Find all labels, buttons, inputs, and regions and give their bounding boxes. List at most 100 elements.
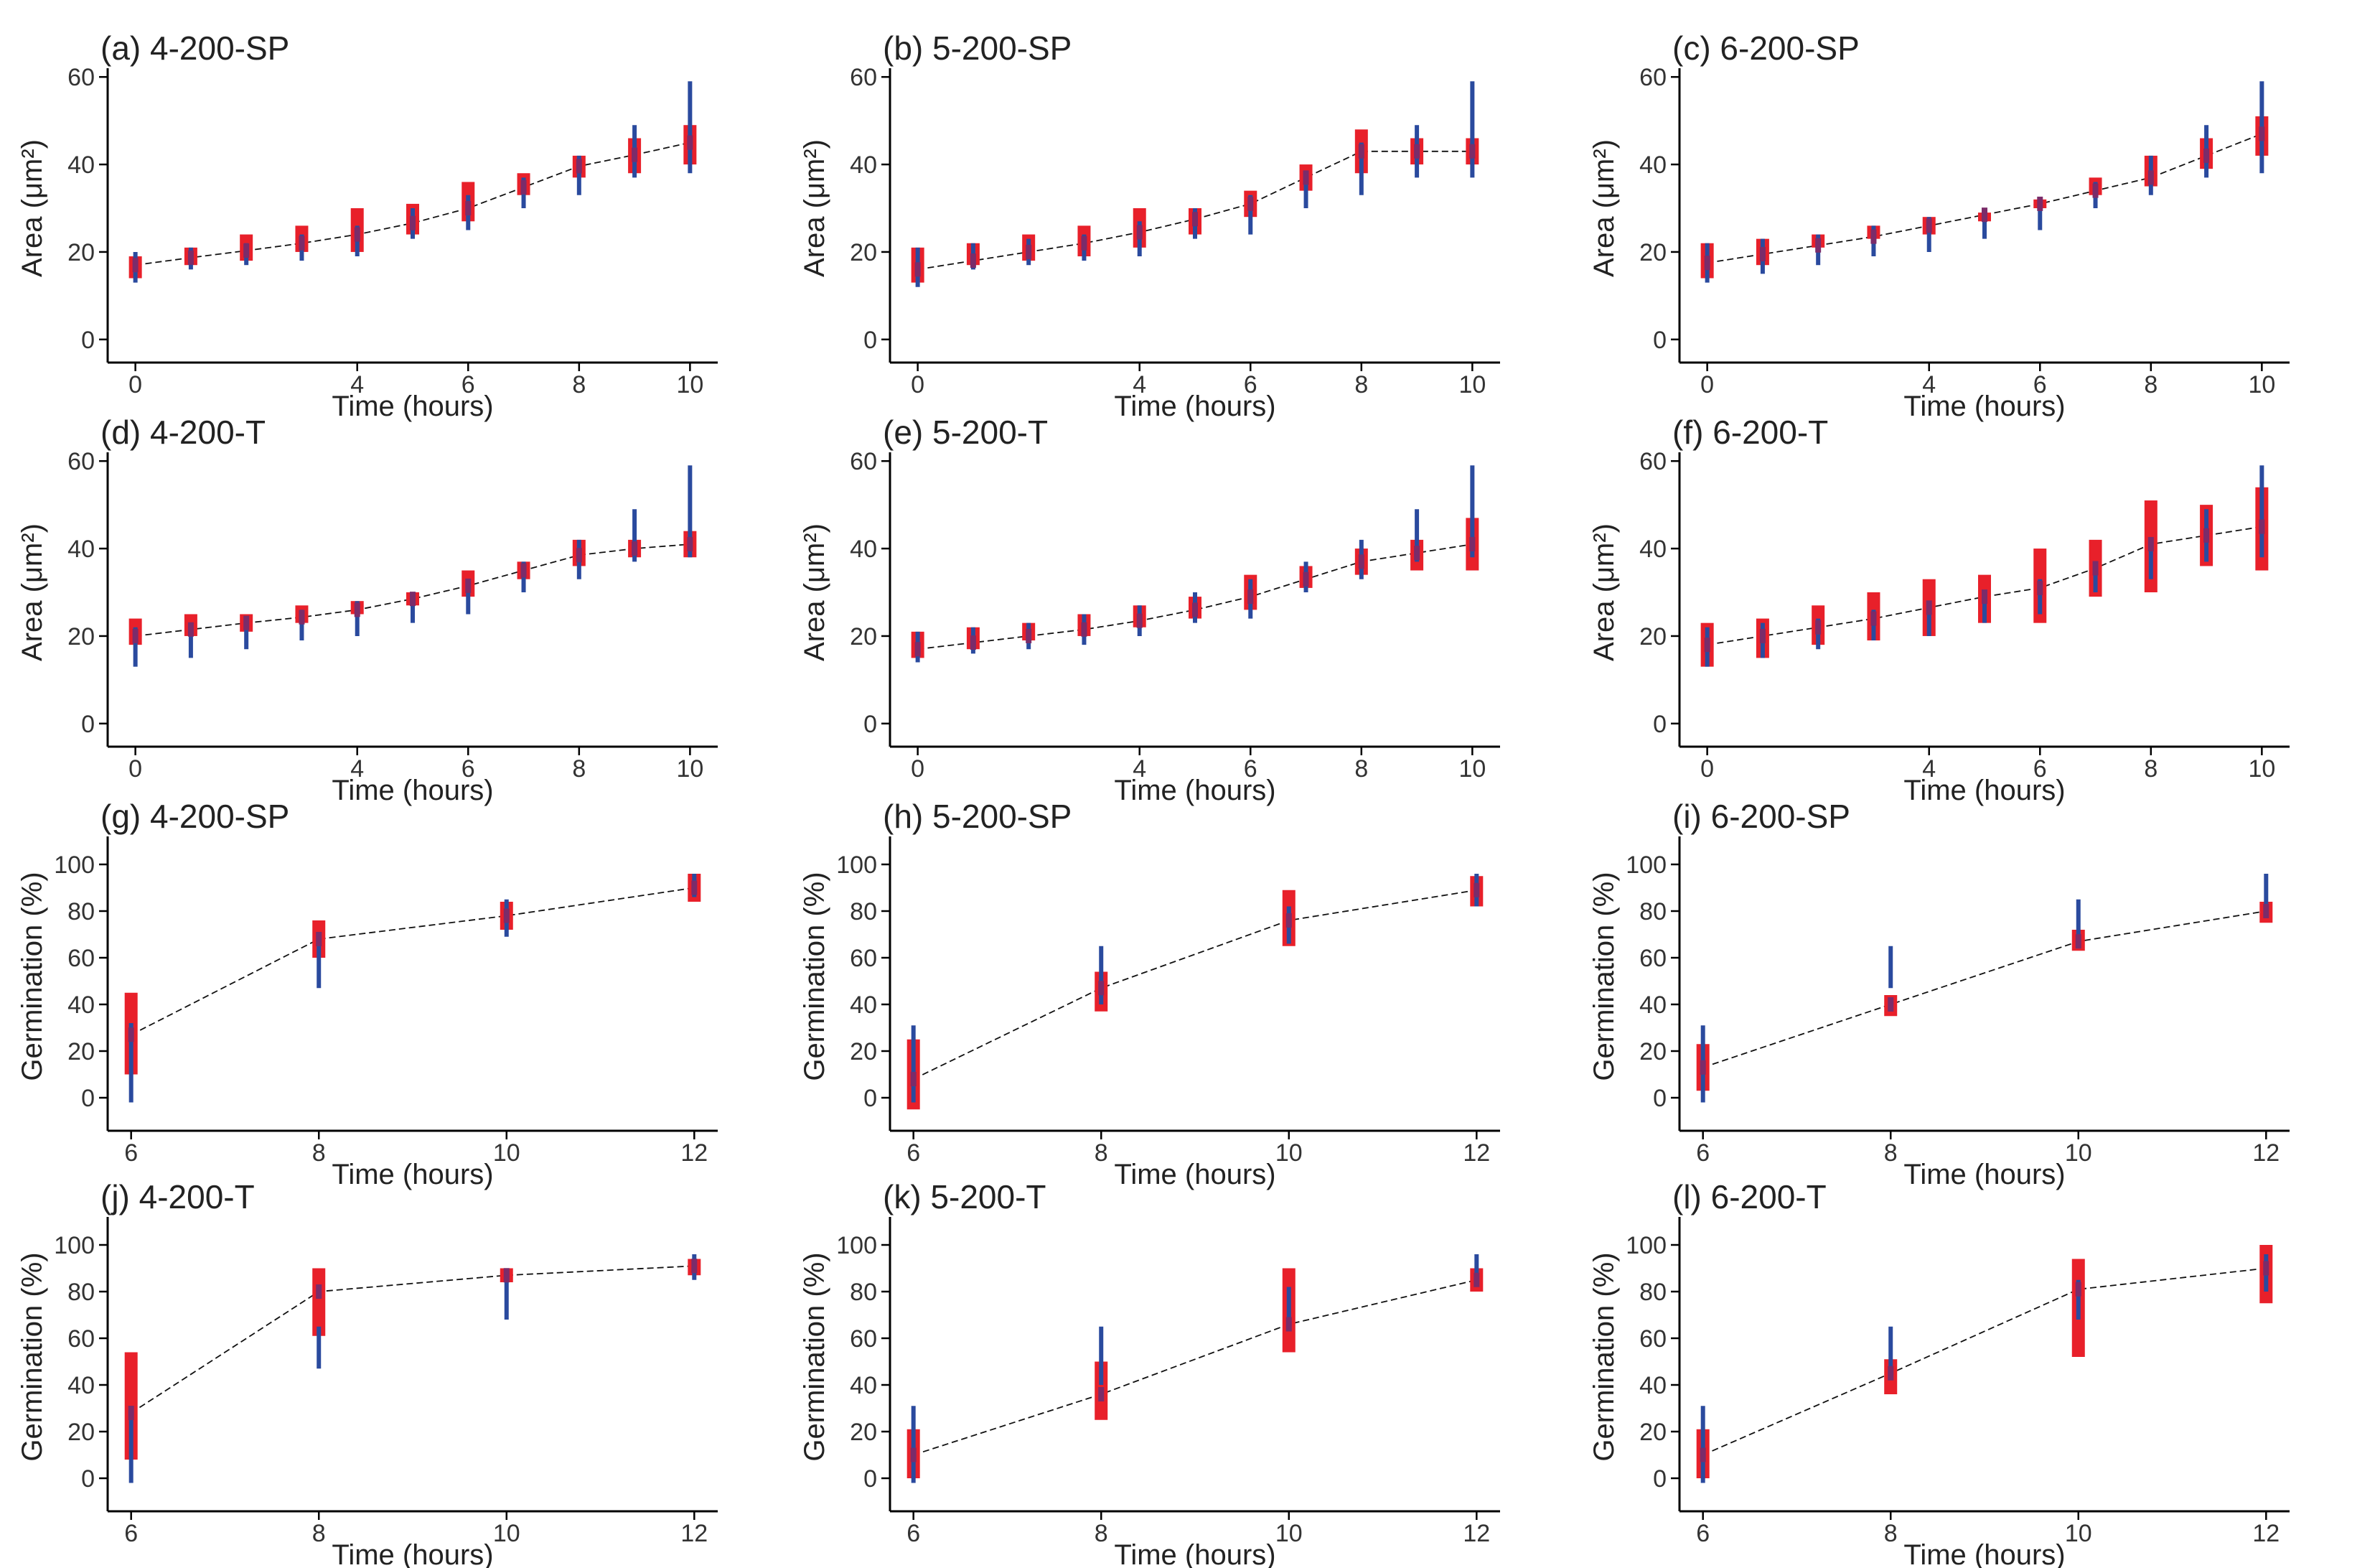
mean-marker <box>687 135 693 150</box>
mean-marker <box>1759 628 1766 643</box>
x-tick-label: 10 <box>2065 1520 2092 1547</box>
trend-line <box>1702 910 2267 1068</box>
mean-marker <box>1026 628 1032 643</box>
y-tick-label: 40 <box>1639 536 1667 563</box>
x-tick-label: 6 <box>2033 371 2047 398</box>
x-tick-label: 10 <box>2065 1139 2092 1167</box>
mean-marker <box>520 179 527 195</box>
x-tick-label: 8 <box>1095 1520 1108 1547</box>
y-tick-label: 100 <box>54 851 95 879</box>
mean-marker <box>1136 613 1143 628</box>
mean-marker <box>187 622 194 637</box>
mean-marker <box>1870 229 1877 244</box>
trend-line <box>135 543 690 637</box>
panel-title: (b) 5-200-SP <box>883 29 1072 67</box>
mean-marker <box>2263 1261 2269 1276</box>
y-tick-label: 100 <box>54 1232 95 1259</box>
mean-marker <box>1870 611 1877 626</box>
y-tick-label: 40 <box>67 151 95 179</box>
x-tick-label: 4 <box>1922 755 1936 783</box>
mean-marker <box>2037 580 2043 595</box>
trend-line <box>1707 133 2262 264</box>
mean-marker <box>910 1072 917 1086</box>
mean-marker <box>910 1447 917 1462</box>
mean-marker <box>1704 638 1710 653</box>
y-tick-label: 0 <box>81 327 95 354</box>
mean-marker <box>128 1406 134 1420</box>
y-tick-label: 60 <box>850 448 877 475</box>
panel-title: (d) 4-200-T <box>100 414 266 451</box>
box-range <box>312 1268 326 1336</box>
y-tick-label: 40 <box>67 536 95 563</box>
mean-marker <box>576 159 582 174</box>
mean-marker <box>1414 144 1420 159</box>
x-axis-label: Time (hours) <box>332 775 493 806</box>
mean-marker <box>1815 620 1822 635</box>
y-tick-label: 0 <box>1653 327 1667 354</box>
y-tick-label: 0 <box>81 1465 95 1493</box>
mean-marker <box>1815 238 1822 253</box>
x-axis-label: Time (hours) <box>1114 1539 1275 1568</box>
mean-marker <box>299 235 305 251</box>
mean-marker <box>970 253 976 269</box>
mean-marker <box>1474 1272 1480 1287</box>
x-tick-label: 6 <box>2033 755 2047 783</box>
mean-marker <box>1192 212 1198 227</box>
y-axis-label: Area (μm²) <box>1588 523 1620 661</box>
mean-marker <box>1358 144 1364 159</box>
panel-title: (g) 4-200-SP <box>100 798 289 835</box>
y-tick-label: 60 <box>850 945 877 972</box>
panel-h: (h) 5-200-SP 0 20 40 60 80 100 6 8 10 12 Time (hour… <box>799 798 1500 1190</box>
mean-marker <box>2147 170 2154 185</box>
mean-marker <box>2147 536 2154 551</box>
mean-marker <box>520 563 527 578</box>
x-tick-label: 8 <box>1095 1139 1108 1167</box>
y-tick-label: 20 <box>67 239 95 266</box>
x-axis-label: Time (hours) <box>332 1159 493 1190</box>
y-tick-label: 40 <box>67 991 95 1019</box>
x-tick-label: 8 <box>312 1139 326 1167</box>
mean-marker <box>2075 1282 2081 1297</box>
mean-marker <box>354 602 360 617</box>
y-tick-label: 80 <box>1639 1279 1667 1306</box>
mean-marker <box>2203 148 2210 163</box>
mean-marker <box>1926 218 1932 233</box>
mean-marker <box>132 628 139 643</box>
x-axis-label: Time (hours) <box>1114 775 1275 806</box>
mean-marker <box>1759 246 1766 261</box>
x-tick-label: 12 <box>2252 1520 2280 1547</box>
mean-marker <box>632 541 638 556</box>
mean-marker <box>1247 589 1254 605</box>
y-tick-label: 20 <box>1639 1419 1667 1446</box>
x-tick-label: 6 <box>1244 755 1257 783</box>
y-tick-label: 60 <box>1639 64 1667 91</box>
panel-f: (f) 6-200-T 0 20 40 60 0 4 6 8 10 Time (hours) Area… <box>1588 414 2290 806</box>
x-axis-label: Time (hours) <box>332 391 493 422</box>
x-tick-label: 10 <box>493 1520 520 1547</box>
y-axis-label: Germination (%) <box>799 1252 830 1461</box>
panel-c: (c) 6-200-SP 0 20 40 60 0 4 6 8 10 Time (hours) Are… <box>1588 29 2290 422</box>
x-axis-label: Time (hours) <box>1903 1539 2065 1568</box>
x-tick-label: 8 <box>2144 755 2158 783</box>
y-tick-label: 40 <box>1639 1372 1667 1399</box>
panel-title: (k) 5-200-T <box>883 1178 1046 1215</box>
panel-title: (j) 4-200-T <box>100 1178 255 1215</box>
panel-title: (e) 5-200-T <box>883 414 1048 451</box>
mean-marker <box>503 908 510 923</box>
mean-marker <box>1926 600 1932 615</box>
y-tick-label: 60 <box>67 64 95 91</box>
mean-marker <box>503 1268 510 1283</box>
panel-title: (i) 6-200-SP <box>1672 798 1850 835</box>
x-tick-label: 8 <box>572 755 586 783</box>
mean-marker <box>1358 554 1364 569</box>
y-tick-label: 80 <box>67 898 95 925</box>
mean-marker <box>299 610 305 625</box>
y-tick-label: 40 <box>850 1372 877 1399</box>
y-tick-label: 80 <box>1639 898 1667 925</box>
x-tick-label: 4 <box>1133 755 1146 783</box>
mean-marker <box>2263 904 2269 918</box>
y-tick-label: 40 <box>1639 991 1667 1019</box>
trend-line <box>135 141 690 266</box>
y-tick-label: 20 <box>850 1419 877 1446</box>
